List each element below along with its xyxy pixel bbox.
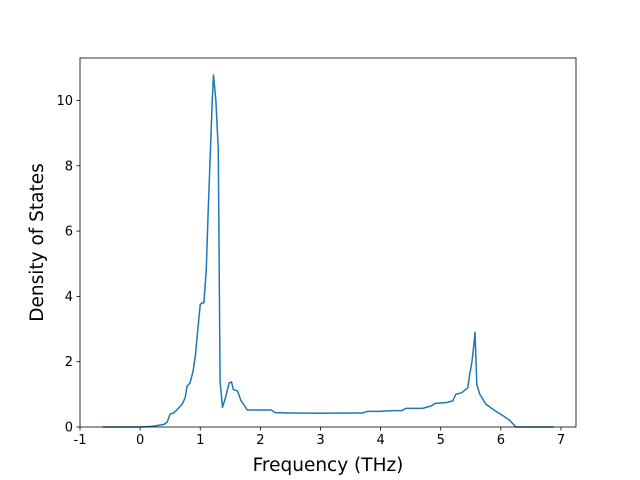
x-tick-label: 2	[256, 433, 264, 448]
plot-frame	[79, 57, 577, 428]
x-tick-label: 6	[497, 433, 505, 448]
x-tick-label: 5	[437, 433, 445, 448]
y-tick-label: 0	[65, 421, 73, 436]
x-tick-label: -1	[74, 433, 87, 448]
y-tick-label: 2	[65, 355, 73, 370]
x-tick-label: 7	[557, 433, 565, 448]
y-tick-label: 8	[65, 159, 73, 174]
y-tick-label: 10	[56, 94, 73, 109]
y-tick-label: 6	[65, 225, 73, 240]
y-axis-label: Density of States	[27, 163, 48, 322]
x-axis-label: Frequency (THz)	[253, 455, 404, 476]
x-tick-label: 3	[316, 433, 324, 448]
line-series	[102, 74, 554, 428]
x-tick-label: 4	[376, 433, 384, 448]
x-tick-label: 1	[196, 433, 204, 448]
y-tick-label: 4	[65, 290, 73, 305]
x-tick-label: 0	[136, 433, 144, 448]
